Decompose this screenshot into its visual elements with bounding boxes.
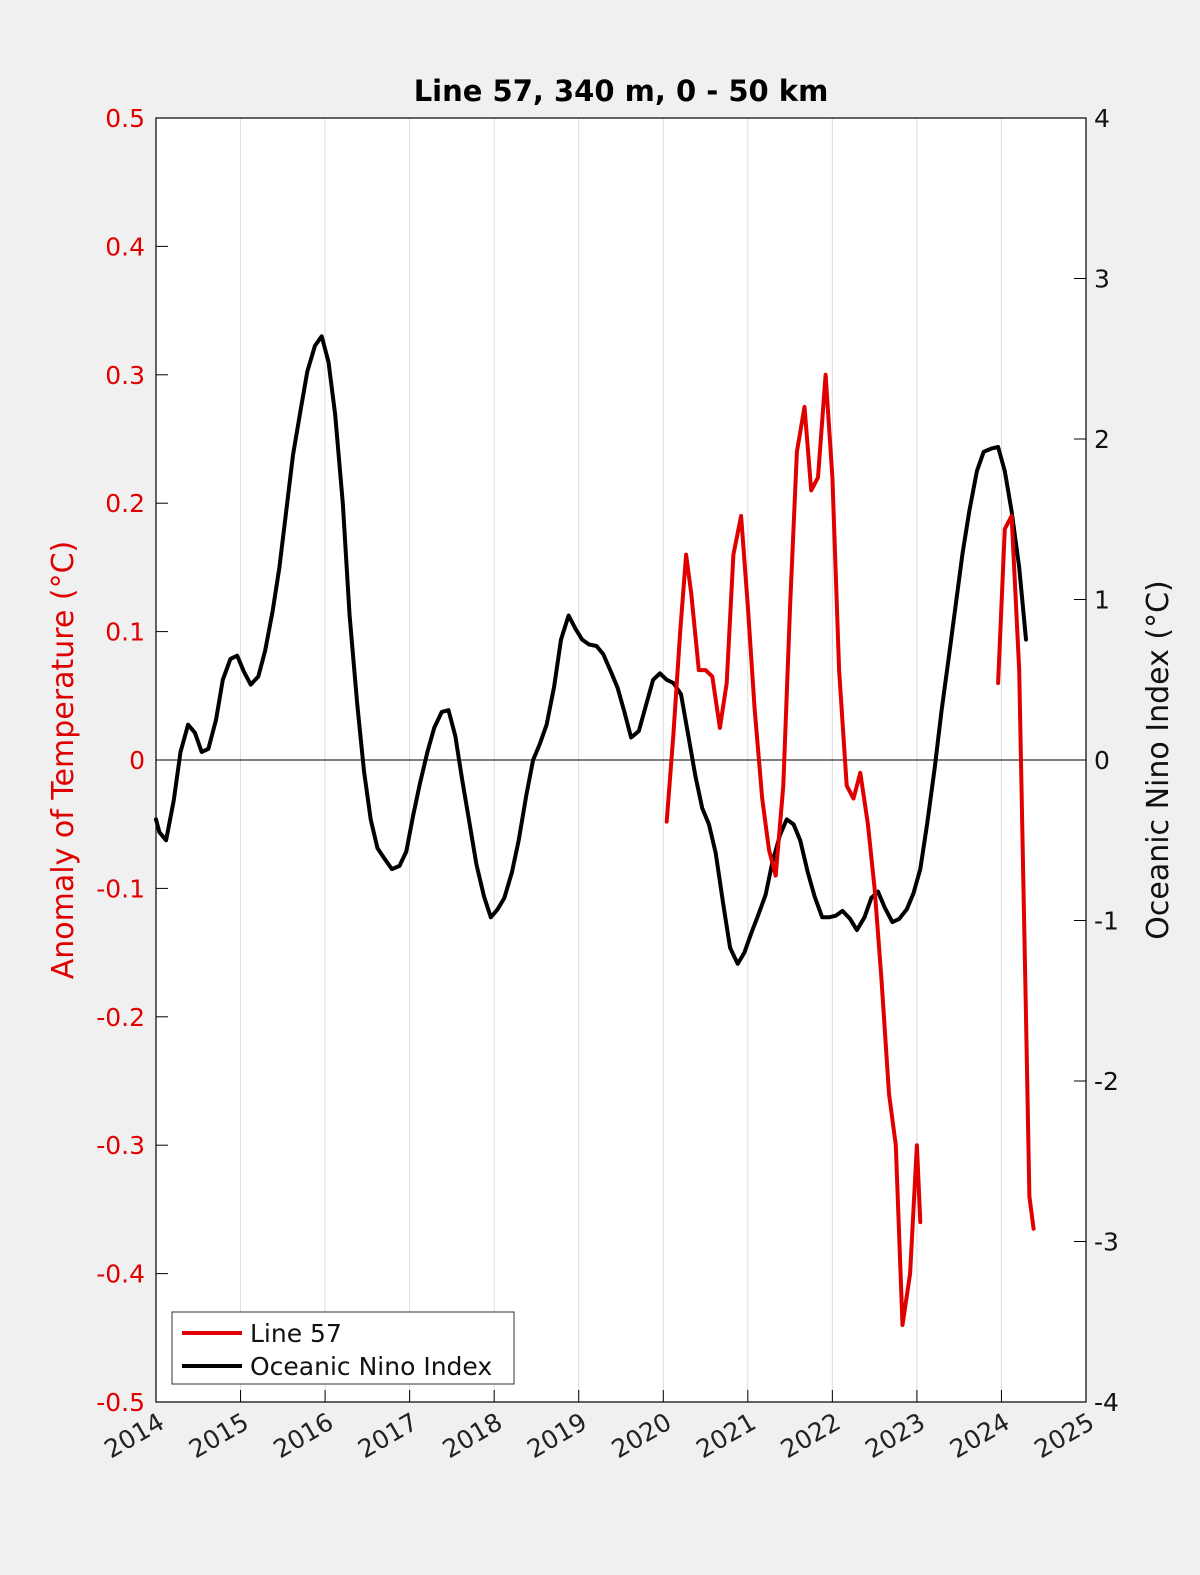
y-tick-label-right: 4 — [1094, 104, 1110, 133]
legend: Line 57 Oceanic Nino Index — [171, 1311, 515, 1385]
y-tick-label-left: 0.5 — [105, 104, 145, 133]
x-tick-label: 2020 — [607, 1407, 677, 1464]
y-axis-label-right: Oceanic Nino Index (°C) — [1141, 580, 1176, 940]
y-tick-label-right: -2 — [1094, 1067, 1119, 1096]
x-tick-label: 2024 — [945, 1407, 1015, 1464]
y-tick-label-right: -3 — [1094, 1228, 1119, 1257]
series-oni-segment-0 — [154, 334, 1028, 966]
y-tick-label-right: -1 — [1094, 907, 1119, 936]
y-tick-label-left: 0.4 — [105, 232, 145, 261]
y-tick-label-left: -0.5 — [96, 1388, 145, 1417]
x-tick-label: 2018 — [438, 1407, 508, 1464]
y-tick-label-left: -0.4 — [96, 1260, 145, 1289]
y-tick-label-right: 1 — [1094, 586, 1110, 615]
y-tick-label-left: 0.2 — [105, 489, 145, 518]
legend-label-line57: Line 57 — [250, 1319, 342, 1348]
x-tick-label: 2021 — [691, 1407, 761, 1464]
chart-title: Line 57, 340 m, 0 - 50 km — [414, 74, 829, 108]
y-tick-label-left: 0 — [129, 746, 145, 775]
x-tick-label: 2015 — [184, 1407, 254, 1464]
legend-label-oni: Oceanic Nino Index — [250, 1352, 492, 1381]
x-tick-label: 2019 — [522, 1407, 592, 1464]
y-tick-label-right: 2 — [1094, 425, 1110, 454]
y-tick-label-left: -0.1 — [96, 874, 145, 903]
series-line57-segment-1 — [996, 514, 1036, 1231]
y-tick-label-right: -4 — [1094, 1388, 1119, 1417]
series-line57-segment-0 — [664, 372, 923, 1327]
x-tick-label: 2025 — [1029, 1407, 1099, 1464]
x-tick-label: 2016 — [268, 1407, 338, 1464]
x-tick-label: 2017 — [353, 1407, 423, 1464]
y-ticks-left: -0.5 -0.4 -0.3 -0.2 -0.1 0 0.1 0.2 0.3 0.4 0.5 — [96, 104, 168, 1417]
y-tick-label-right: 3 — [1094, 265, 1110, 294]
y-tick-label-right: 0 — [1094, 746, 1110, 775]
x-tick-label: 2022 — [776, 1407, 846, 1464]
y-axis-label-left: Anomaly of Temperature (°C) — [46, 541, 81, 980]
y-tick-label-left: -0.2 — [96, 1003, 145, 1032]
y-ticks-right: -4 -3 -2 -1 0 1 2 3 4 — [1074, 104, 1119, 1417]
y-tick-label-left: -0.3 — [96, 1131, 145, 1160]
x-tick-label: 2023 — [860, 1407, 930, 1464]
legend-box — [171, 1311, 515, 1385]
y-tick-label-left: 0.3 — [105, 361, 145, 390]
series-group — [154, 334, 1036, 1327]
y-tick-label-left: 0.1 — [105, 618, 145, 647]
